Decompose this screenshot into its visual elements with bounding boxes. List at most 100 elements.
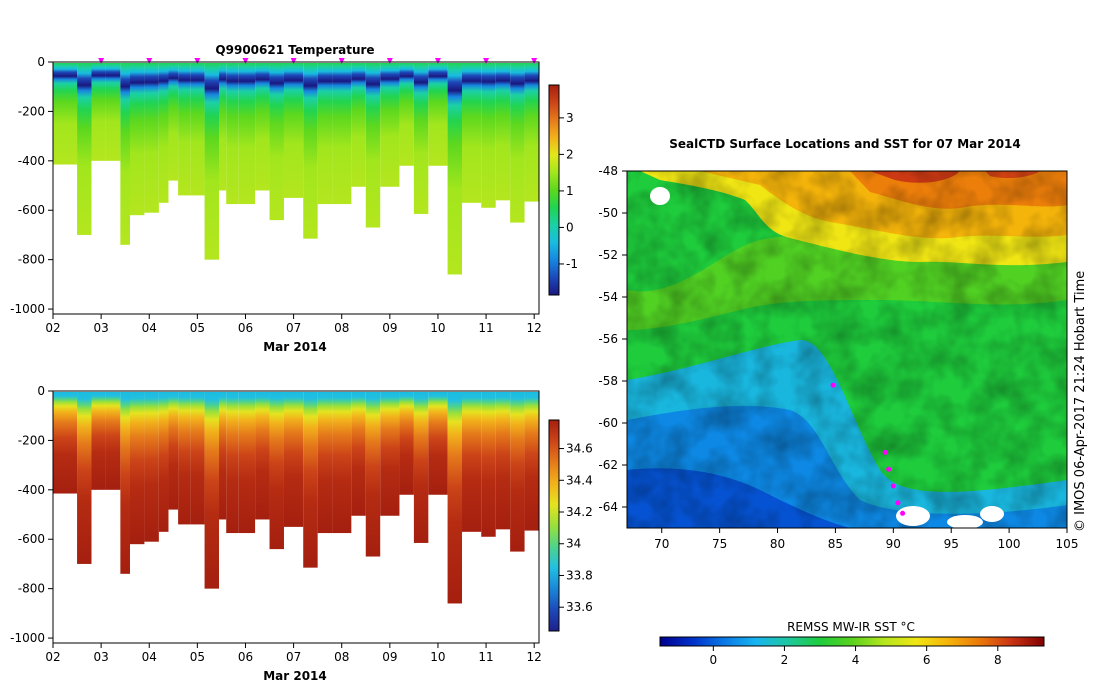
sst-colorbar-tick-label: 8 [994,653,1002,667]
sst-colorbar-tick-label: 6 [923,653,931,667]
y-tick-label: -1000 [10,631,45,645]
salinity-section-plot [53,392,539,604]
profile-column [269,392,284,550]
imos-credit: © IMOS 06-Apr-2017 21:24 Hobart Time [1073,271,1088,532]
lon-tick-label: 100 [998,537,1021,551]
profile-column [77,63,92,235]
profile-marker [146,58,153,64]
lon-tick-label: 75 [712,537,727,551]
x-tick-label: 12 [527,650,542,664]
profile-column [105,63,121,161]
lon-tick-label: 80 [770,537,785,551]
profile-column [283,63,304,198]
salinity-panel: 0 -200 -400 -600 -800 -1000 02 03 04 05 06 07 08 09 1… [10,384,593,683]
profile-column [53,392,78,494]
profile-column [413,63,429,214]
lat-tick-label: -48 [598,164,618,178]
seal-track [830,382,906,516]
profile-column [255,63,270,191]
y-tick-label: -400 [18,483,45,497]
x-tick-label: 07 [286,321,301,335]
profile-column [77,392,92,564]
profile-column [190,63,205,196]
y-tick-label: -200 [18,104,45,118]
profile-column [380,63,400,187]
x-tick-label: 12 [527,321,542,335]
salinity-y-axis: 0 -200 -400 -600 -800 -1000 [10,384,53,645]
colorbar-tick-label: 33.6 [566,600,593,614]
profile-marker [338,58,345,64]
temperature-section-plot [53,63,539,275]
profile-column [524,392,539,531]
profile-column [204,392,220,589]
sst-colorbar-tick-label: 4 [852,653,860,667]
x-tick-label: 06 [238,650,253,664]
lon-tick-label: 90 [886,537,901,551]
temperature-panel: Q9900621 Temperature 0 -200 -400 -600 -800 -1… [10,43,578,354]
y-tick-label: -600 [18,203,45,217]
y-tick-label: -600 [18,532,45,546]
profile-column [120,392,130,574]
x-tick-label: 11 [478,321,493,335]
lat-tick-label: -64 [598,500,618,514]
seal-surface-location [900,510,906,516]
y-tick-label: -400 [18,154,45,168]
profile-column [144,392,159,542]
profile-column [447,392,463,604]
profile-column [413,392,429,543]
profile-column [219,392,227,520]
x-tick-label: 09 [382,650,397,664]
profile-marker [242,58,249,64]
lon-tick-label: 95 [944,537,959,551]
profile-column [269,63,284,221]
lat-tick-label: -58 [598,374,618,388]
profile-column [129,63,145,216]
sst-map-longitude-axis: 70 75 80 85 90 95 100 105 [654,528,1078,551]
temperature-plot-frame [52,61,540,315]
salinity-x-label: Mar 2014 [263,669,327,683]
profile-column [219,63,227,191]
lat-tick-label: -56 [598,332,618,346]
colorbar-tick-label: 3 [566,111,574,125]
profile-column [238,392,256,534]
y-tick-label: -800 [18,253,45,267]
temperature-x-axis: 02 03 04 05 06 07 08 09 10 11 12 [45,314,542,335]
salinity-colorbar [548,419,560,632]
profile-column [399,63,414,166]
x-tick-label: 02 [45,650,60,664]
profile-column [380,392,400,516]
profile-column [351,392,366,516]
x-tick-label: 11 [478,650,493,664]
lon-tick-label: 70 [654,537,669,551]
colorbar-tick-label: -1 [566,257,578,271]
lat-tick-label: -54 [598,290,618,304]
x-tick-label: 05 [190,650,205,664]
lon-tick-label: 85 [828,537,843,551]
profile-column [428,392,448,495]
profile-marker [483,58,490,64]
x-tick-label: 04 [142,650,157,664]
profile-column [495,392,511,530]
profile-column [91,63,106,161]
x-tick-label: 08 [334,650,349,664]
y-tick-label: -800 [18,582,45,596]
temperature-y-axis: 0 -200 -400 -600 -800 -1000 [10,55,53,316]
colorbar-tick-label: 34 [566,537,581,551]
profile-column [226,63,239,205]
temperature-title: Q9900621 Temperature [215,43,374,57]
y-tick-label: -200 [18,433,45,447]
profile-column [129,392,145,545]
sst-map-panel: SealCTD Surface Locations and SST for 07… [598,137,1088,667]
sst-colorbar-label: REMSS MW-IR SST °C [787,620,915,634]
x-tick-label: 10 [430,321,445,335]
sst-map-title: SealCTD Surface Locations and SST for 07… [669,137,1021,151]
x-tick-label: 04 [142,321,157,335]
lat-tick-label: -60 [598,416,618,430]
profile-column [462,63,482,203]
profile-column [158,392,169,532]
colorbar-tick-label: 34.2 [566,505,593,519]
lat-tick-label: -50 [598,206,618,220]
profile-column [317,392,333,534]
x-tick-label: 06 [238,321,253,335]
colorbar-tick-label: 1 [566,184,574,198]
